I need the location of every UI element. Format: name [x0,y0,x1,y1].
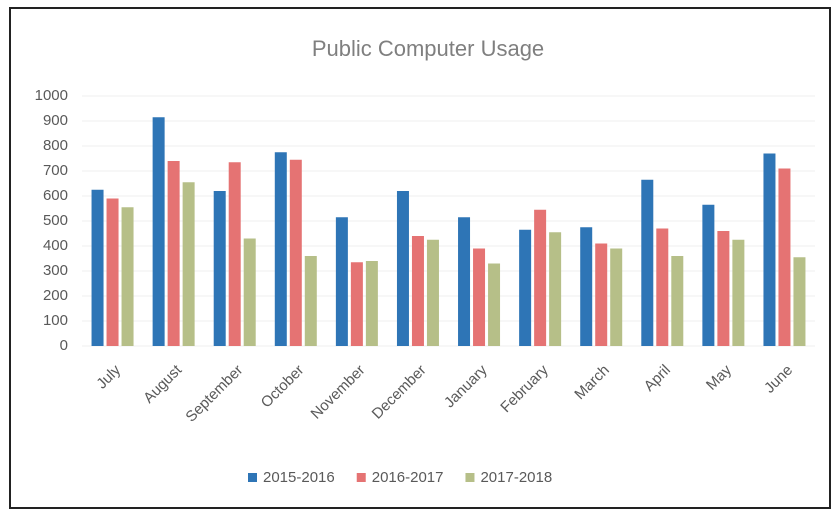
bar [167,161,180,346]
bar [595,243,608,346]
bar [580,227,593,346]
y-tick-label: 300 [43,262,68,279]
bar [350,262,363,346]
bar [91,189,104,346]
y-tick-label: 800 [43,137,68,154]
bar [121,207,134,346]
legend-swatch [248,473,257,482]
bar [519,229,532,346]
bar [671,256,684,346]
y-tick-label: 900 [43,112,68,129]
legend-swatch [356,473,366,482]
y-tick-label: 400 [43,237,68,254]
bar [152,117,165,346]
bar [365,261,378,346]
bar [213,191,226,346]
bar [702,204,715,346]
bar [763,153,776,346]
y-tick-label: 500 [43,212,68,229]
y-tick-label: 200 [43,287,68,304]
bar [106,198,119,346]
legend-label: 2017-2018 [480,469,552,486]
bar [778,168,791,346]
chart-title: Public Computer Usage [312,36,544,61]
y-tick-label: 100 [43,312,68,329]
legend-swatch [465,473,475,482]
legend-label: 2016-2017 [372,469,444,486]
bar [534,209,547,346]
y-tick-label: 0 [60,337,68,354]
bar [717,231,730,346]
y-tick-label: 1000 [35,87,68,104]
bar [641,179,654,346]
bar [793,257,806,346]
bar [426,239,439,346]
bar [304,256,317,346]
bar [411,236,424,346]
bar [182,182,195,346]
bar [488,263,501,346]
bar [732,239,745,346]
bar [228,162,241,346]
bar [335,217,348,346]
bar [396,191,409,346]
legend-label: 2015-2016 [263,469,335,486]
bar [243,238,256,346]
y-tick-label: 600 [43,187,68,204]
bar [289,159,302,346]
bar [549,232,562,346]
bar [610,248,623,346]
bar [274,152,287,346]
bar [458,217,471,346]
bar [656,228,669,346]
bar [473,248,486,346]
y-tick-label: 700 [43,162,68,179]
